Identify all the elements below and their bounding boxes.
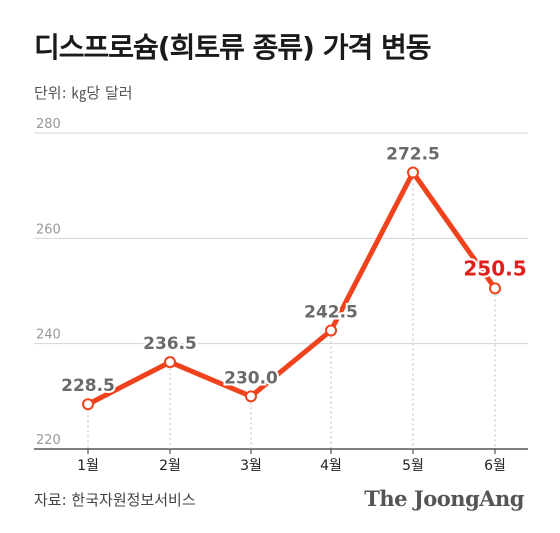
data-label-2: 236.5 [143,334,197,354]
data-point-6 [489,282,501,295]
series-line [85,170,498,407]
data-label-1: 228.5 [61,376,115,396]
data-label-5: 272.5 [386,145,440,165]
data-label-4: 242.5 [304,303,358,323]
data-point-3 [245,390,257,403]
y-tick-label-240: 240 [36,328,61,343]
data-point-1 [82,398,94,411]
x-tick-label-5: 5월 [402,458,424,474]
data-label-6: 250.5 [463,256,526,280]
x-tick-label-3: 3월 [240,458,262,474]
data-point-5 [407,166,419,179]
x-tick-label-4: 4월 [320,458,342,474]
data-point-2 [164,356,176,369]
x-tick-label-2: 2월 [159,458,181,474]
x-tick-label-1: 1월 [77,458,99,474]
data-point-4 [325,324,337,337]
y-tick-label-280: 280 [36,117,61,132]
y-tick-label-220: 220 [36,433,61,448]
y-tick-label-260: 260 [36,222,61,237]
brand-logo: The JoongAng [364,486,524,511]
unit-label: 단위: ㎏당 달러 [34,84,133,102]
x-tick-label-6: 6월 [484,458,506,474]
chart-title: 디스프로슘(희토류 종류) 가격 변동 [34,31,431,64]
source-label: 자료: 한국자원정보서비스 [34,491,196,509]
data-label-3: 230.0 [224,368,278,388]
